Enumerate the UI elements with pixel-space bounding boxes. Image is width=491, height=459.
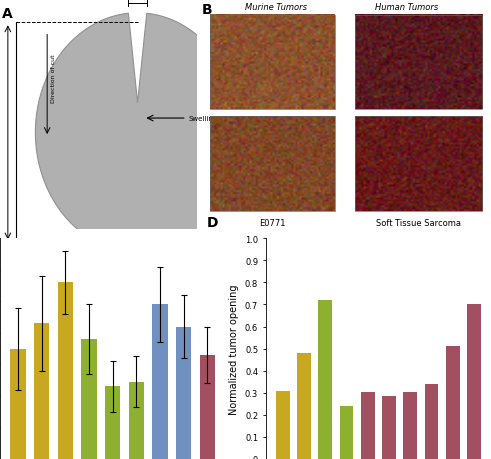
Bar bbox=[425, 384, 438, 459]
Bar bbox=[210, 117, 334, 211]
Bar bbox=[200, 355, 215, 459]
Bar bbox=[355, 16, 482, 110]
Bar bbox=[152, 305, 167, 459]
Bar bbox=[403, 392, 417, 459]
Text: Soft Tissue Sarcoma: Soft Tissue Sarcoma bbox=[376, 218, 461, 227]
Bar bbox=[10, 349, 26, 459]
Text: A: A bbox=[2, 7, 13, 21]
Polygon shape bbox=[35, 14, 240, 252]
Bar bbox=[276, 391, 290, 459]
Y-axis label: Normalized tumor opening: Normalized tumor opening bbox=[229, 284, 239, 414]
Text: Swelling: Swelling bbox=[189, 116, 218, 122]
Text: Murine Tumors: Murine Tumors bbox=[245, 3, 307, 12]
Text: B: B bbox=[201, 3, 212, 17]
Bar bbox=[355, 117, 482, 211]
Bar bbox=[105, 386, 120, 459]
Bar bbox=[57, 283, 73, 459]
Bar bbox=[297, 353, 311, 459]
Bar bbox=[361, 392, 375, 459]
Text: Human Tumors: Human Tumors bbox=[375, 3, 438, 12]
Bar bbox=[319, 300, 332, 459]
Bar bbox=[467, 305, 481, 459]
Bar bbox=[176, 327, 191, 459]
Bar bbox=[382, 396, 396, 459]
Bar bbox=[340, 406, 354, 459]
Bar bbox=[446, 347, 460, 459]
Text: E0771: E0771 bbox=[259, 218, 286, 227]
Bar bbox=[129, 382, 144, 459]
Text: Direction of cut: Direction of cut bbox=[51, 54, 55, 102]
Text: D: D bbox=[207, 216, 218, 230]
Bar bbox=[210, 16, 334, 110]
Bar bbox=[81, 339, 97, 459]
Bar bbox=[34, 324, 49, 459]
